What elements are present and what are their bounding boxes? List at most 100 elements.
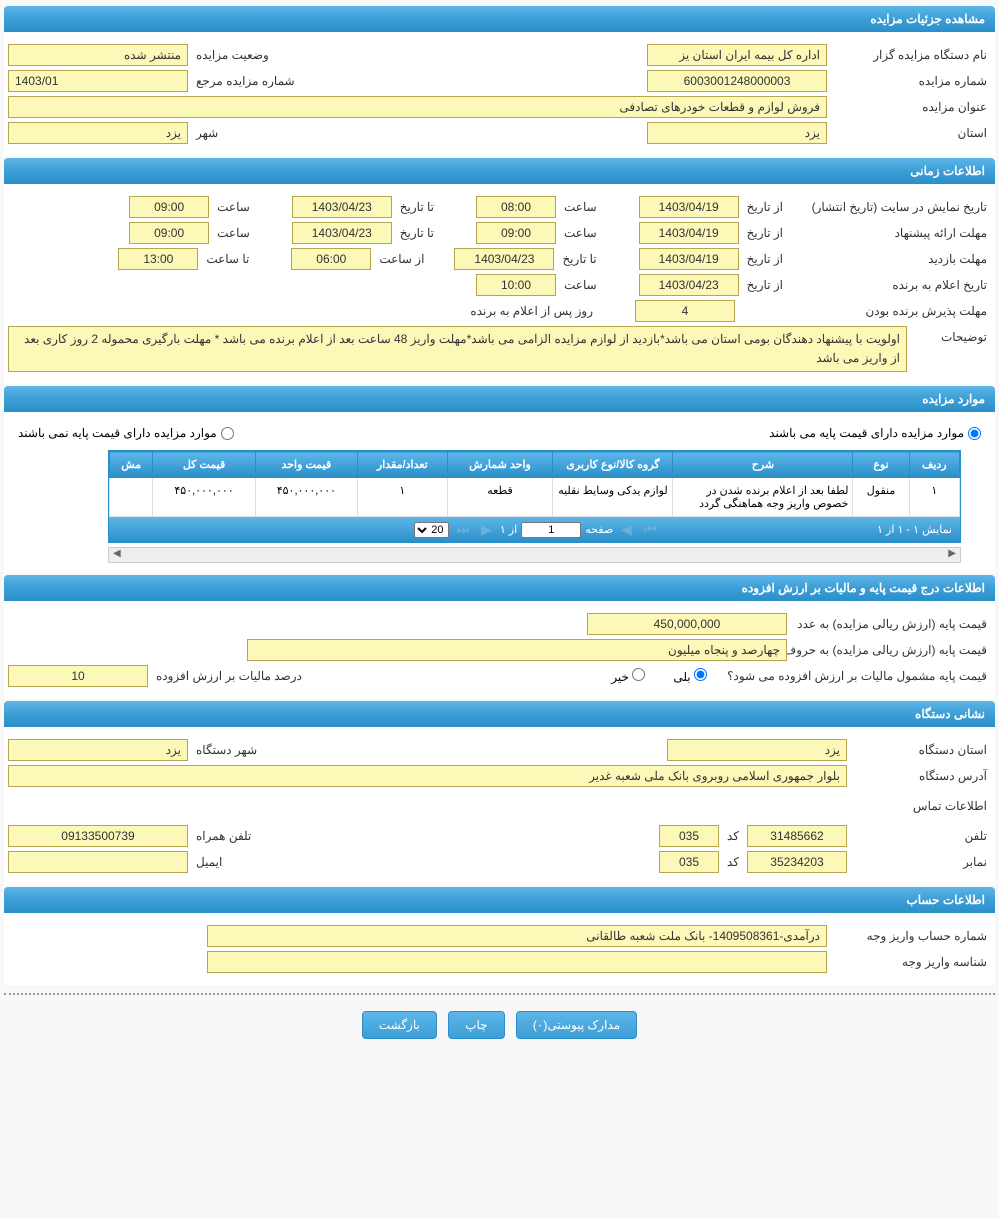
pager-next-icon[interactable]: ▶ — [477, 521, 496, 538]
section-body-account: شماره حساب واریز وجه درآمدی-1409508361- … — [4, 913, 995, 985]
table-cell: ۴۵۰,۰۰۰,۰۰۰ — [153, 478, 255, 517]
org-province-value: یزد — [667, 739, 847, 761]
proposal-from-time: 09:00 — [476, 222, 556, 244]
attachments-button[interactable]: مدارک پیوستی(۰) — [516, 1011, 637, 1039]
pager-prev-icon[interactable]: ◀ — [617, 521, 636, 538]
phone-value: 31485662 — [747, 825, 847, 847]
pager-first-icon[interactable]: ⏮ — [640, 521, 661, 538]
pager-display: نمایش ۱ - ۱ از ۱ — [877, 523, 952, 536]
proposal-to-time: 09:00 — [129, 222, 209, 244]
vat-yes[interactable]: بلی — [673, 668, 707, 684]
mobile-label: تلفن همراه — [192, 829, 255, 843]
org-label: نام دستگاه مزایده گزار — [831, 48, 991, 62]
to-time-lbl: تا ساعت — [202, 252, 253, 266]
grid-column-header: قیمت کل — [153, 452, 255, 478]
section-body-items: موارد مزایده دارای قیمت پایه می باشند مو… — [4, 412, 995, 573]
city-label: شهر — [192, 126, 222, 140]
org-city-value: یزد — [8, 739, 188, 761]
from-date-lbl: از تاریخ — [743, 200, 787, 214]
publish-label: تاریخ نمایش در سایت (تاریخ انتشار) — [791, 200, 991, 214]
radio-no-base[interactable]: موارد مزایده دارای قیمت پایه نمی باشند — [18, 426, 234, 440]
vat-no-input[interactable] — [632, 668, 645, 681]
vat-question: قیمت پایه مشمول مالیات بر ارزش افزوده می… — [711, 669, 991, 683]
grid-column-header: قیمت واحد — [255, 452, 357, 478]
winner-accept-suffix: روز پس از اعلام به برنده — [466, 304, 597, 318]
radio-has-base[interactable]: موارد مزایده دارای قیمت پایه می باشند — [769, 426, 981, 440]
table-cell: ۱ — [909, 478, 959, 517]
status-value: منتشر شده — [8, 44, 188, 66]
deposit-id-value — [207, 951, 827, 973]
print-button[interactable]: چاپ — [448, 1011, 504, 1039]
table-cell — [110, 478, 153, 517]
proposal-from-date: 1403/04/19 — [639, 222, 739, 244]
org-city-label: شهر دستگاه — [192, 743, 261, 757]
time-lbl-2: ساعت — [213, 200, 254, 214]
vat-yes-input[interactable] — [694, 668, 707, 681]
number-value: 6003001248000003 — [647, 70, 827, 92]
desc-value: اولویت با پیشنهاد دهندگان بومی استان می … — [8, 326, 907, 372]
radio-has-base-input[interactable] — [968, 427, 981, 440]
publish-to-time: 09:00 — [129, 196, 209, 218]
org-address-value: بلوار جمهوری اسلامی روبروی بانک ملی شعبه… — [8, 765, 847, 787]
phone-label: تلفن — [851, 829, 991, 843]
email-value — [8, 851, 188, 873]
table-cell: قطعه — [447, 478, 553, 517]
section-body-org: استان دستگاه یزد شهر دستگاه یزد آدرس دست… — [4, 727, 995, 885]
mobile-value: 09133500739 — [8, 825, 188, 847]
org-value: اداره کل بیمه ایران استان یز — [647, 44, 827, 66]
pager-last-icon[interactable]: ⏭ — [453, 521, 474, 538]
table-cell: لوازم یدکی وسایط نقلیه — [553, 478, 673, 517]
section-header-time: اطلاعات زمانی — [4, 158, 995, 184]
ref-label: شماره مزایده مرجع — [192, 74, 299, 88]
desc-label: توضیحات — [911, 326, 991, 344]
radio-no-base-input[interactable] — [221, 427, 234, 440]
pager-page-input[interactable] — [521, 522, 581, 538]
city-value: یزد — [8, 122, 188, 144]
base-num-value: 450,000,000 — [587, 613, 787, 635]
publish-to-date: 1403/04/23 — [292, 196, 392, 218]
visit-from-date: 1403/04/19 — [639, 248, 739, 270]
from-date-lbl-2: از تاریخ — [743, 226, 787, 240]
fax-code-label: کد — [723, 855, 743, 869]
grid-column-header: شرح — [673, 452, 853, 478]
proposal-to-date: 1403/04/23 — [292, 222, 392, 244]
pager: نمایش ۱ - ۱ از ۱ ⏮ ◀ صفحه از ۱ ▶ ⏭ 20 — [109, 517, 960, 542]
table-cell: ۱ — [358, 478, 448, 517]
scroll-right-icon[interactable]: ▶ — [944, 548, 960, 562]
from-date-lbl-3: از تاریخ — [743, 252, 787, 266]
pager-of-lbl: از ۱ — [500, 523, 517, 536]
announce-label: تاریخ اعلام به برنده — [791, 278, 991, 292]
vat-no[interactable]: خیر — [611, 668, 645, 684]
footer-buttons: مدارک پیوستی(۰) چاپ بازگشت — [4, 1003, 995, 1047]
items-grid: ردیفنوعشرحگروه کالا/نوع کاربریواحد شمارش… — [108, 450, 961, 543]
section-header-account: اطلاعات حساب — [4, 887, 995, 913]
ref-value: 1403/01 — [8, 70, 188, 92]
vat-pct-value: 10 — [8, 665, 148, 687]
section-header-org: نشانی دستگاه — [4, 701, 995, 727]
table-cell: ۴۵۰,۰۰۰,۰۰۰ — [255, 478, 357, 517]
time-lbl-1: ساعت — [560, 200, 601, 214]
grid-column-header: تعداد/مقدار — [358, 452, 448, 478]
contact-header: اطلاعات تماس — [909, 791, 991, 821]
table-cell: لطفا بعد از اعلام برنده شدن در خصوص واری… — [673, 478, 853, 517]
from-date-lbl-4: از تاریخ — [743, 278, 787, 292]
time-lbl-4: ساعت — [213, 226, 254, 240]
fax-value: 35234203 — [747, 851, 847, 873]
province-label: استان — [831, 126, 991, 140]
visit-label: مهلت بازدید — [791, 252, 991, 266]
scroll-left-icon[interactable]: ◀ — [109, 548, 125, 562]
pager-size-select[interactable]: 20 — [414, 522, 449, 538]
email-label: ایمیل — [192, 855, 226, 869]
visit-from-time: 06:00 — [291, 248, 371, 270]
radio-no-base-label: موارد مزایده دارای قیمت پایه نمی باشند — [18, 426, 217, 440]
publish-from-date: 1403/04/19 — [639, 196, 739, 218]
province-value: یزد — [647, 122, 827, 144]
section-header-details: مشاهده جزئیات مزایده — [4, 6, 995, 32]
horizontal-scrollbar[interactable]: ▶◀ — [108, 547, 961, 563]
pager-page-lbl: صفحه — [585, 523, 613, 536]
announce-time: 10:00 — [476, 274, 556, 296]
back-button[interactable]: بازگشت — [362, 1011, 437, 1039]
section-header-price: اطلاعات درج قیمت پایه و مالیات بر ارزش ا… — [4, 575, 995, 601]
divider — [4, 993, 995, 995]
grid-column-header: ردیف — [909, 452, 959, 478]
